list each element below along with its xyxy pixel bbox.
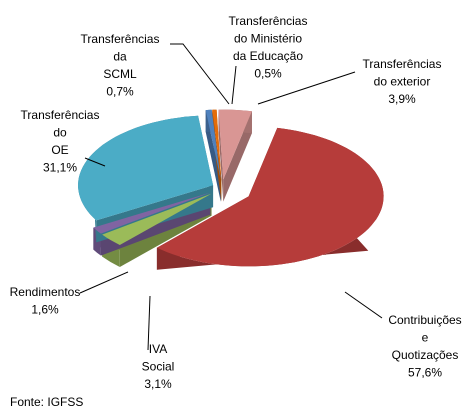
slice-edge [205, 110, 221, 202]
value-label: 1,6% [31, 303, 59, 317]
slice [212, 109, 222, 180]
leader-line [147, 295, 151, 351]
slice-edge [223, 111, 252, 202]
slice [156, 127, 384, 267]
slice-label: e [422, 331, 429, 345]
leader-line [231, 65, 237, 105]
slice [218, 109, 252, 180]
slice [78, 115, 214, 221]
slice-edge [218, 109, 224, 202]
value-label: 0,7% [106, 85, 134, 99]
slice-label: Transferências [21, 108, 100, 122]
value-label: 3,9% [388, 92, 416, 106]
slice-label: OE [51, 143, 68, 157]
slice-label: do [53, 126, 67, 140]
slice-label: Quotizações [392, 348, 459, 362]
slice-label: da Educação [233, 49, 303, 63]
leader-line [79, 271, 129, 294]
value-label: 57,6% [408, 366, 442, 380]
leader-line [84, 157, 106, 167]
value-label: 0,5% [254, 67, 282, 81]
slice-label: Rendimentos [10, 285, 81, 299]
value-label: 3,1% [144, 377, 172, 391]
slice-label: da [113, 50, 127, 64]
slice [205, 109, 221, 180]
value-label: 31,1% [43, 161, 77, 175]
slice-label: Transferências [81, 32, 160, 46]
slice-label: do Ministério [234, 32, 302, 46]
slice-label: do exterior [374, 75, 431, 89]
slice-label: Transferências [229, 14, 308, 28]
slice [102, 193, 212, 245]
leader-line [344, 291, 383, 319]
slice-label: Contribuições [388, 313, 461, 327]
slice-label: Social [142, 360, 175, 374]
slice-label: Transferências [363, 57, 442, 71]
leader-line [170, 43, 230, 105]
slice-label: SCML [103, 67, 137, 81]
slice [93, 192, 211, 234]
slice-label: IVA [149, 342, 167, 356]
source: Fonte: IGFSS [10, 395, 83, 409]
leader-line [257, 71, 356, 105]
